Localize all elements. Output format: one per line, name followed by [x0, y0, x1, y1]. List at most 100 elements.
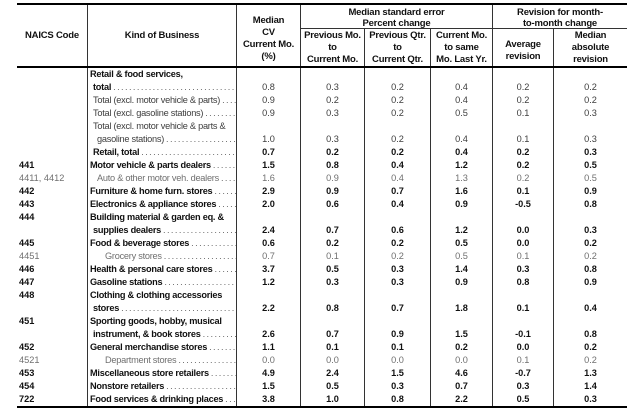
- value-cell-se-prev-mo: 0.7: [300, 315, 364, 341]
- naics-code-cell: [17, 94, 87, 107]
- value-cell-median-cv: 0.7: [236, 250, 300, 263]
- naics-code-cell: 444: [19, 212, 35, 222]
- dot-leader: ........................................…: [225, 394, 236, 404]
- value-cell-median-absolute-revision: 0.4: [553, 289, 627, 315]
- value-cell-se-prev-qtr: 0.4: [364, 198, 430, 211]
- value-cell-se-same-mo-last-yr: 1.6: [430, 185, 492, 198]
- kind-of-business-cell: Health & personal care stores ..........…: [87, 263, 236, 276]
- col-header-median-cv: Median CV Current Mo. (%): [236, 5, 300, 66]
- value-cell-average-revision: 0.8: [492, 276, 553, 289]
- value-cell-se-prev-mo: 0.0: [300, 354, 364, 367]
- value-cell-se-prev-mo: 0.1: [300, 341, 364, 354]
- value-cell-median-cv: 2.6: [236, 315, 300, 341]
- statistics-table: NAICS Code Kind of Business Median CV Cu…: [17, 3, 627, 408]
- value-cell-median-cv: 0.9: [236, 107, 300, 120]
- kind-of-business-cell: Grocery stores .........................…: [87, 250, 236, 263]
- value-cell-median-absolute-revision: 0.2: [553, 250, 627, 263]
- kind-of-business-line: Clothing & clothing accessories: [90, 290, 223, 300]
- table-row: 446 Health & personal care stores ......…: [17, 263, 627, 276]
- kind-of-business-line: Retail & food services,: [90, 69, 183, 79]
- value-cell-se-same-mo-last-yr: 0.9: [430, 198, 492, 211]
- value-cell-average-revision: 0.1: [492, 250, 553, 263]
- value-cell-se-prev-qtr: 0.4: [364, 159, 430, 172]
- value-cell-se-prev-mo: 2.4: [300, 367, 364, 380]
- naics-code-cell: 441: [19, 160, 35, 170]
- dot-leader: ........................................…: [212, 160, 236, 170]
- value-cell-se-same-mo-last-yr: 1.8: [430, 289, 492, 315]
- value-cell-average-revision: 0.1: [492, 354, 553, 367]
- table-row: Retail & food services, total ...........…: [17, 68, 627, 94]
- dot-leader: ........................................…: [214, 264, 236, 274]
- naics-code-cell: [17, 68, 87, 94]
- dot-leader: ........................................…: [178, 355, 236, 365]
- value-cell-se-same-mo-last-yr: 0.4: [430, 94, 492, 107]
- naics-code-cell: 454: [19, 381, 35, 391]
- value-cell-average-revision: 0.2: [492, 159, 553, 172]
- col-header-prev-mo-to-current-mo: Previous Mo. to Current Mo.: [300, 29, 364, 66]
- value-cell-median-absolute-revision: 0.2: [553, 341, 627, 354]
- table-row: 445 Food & beverage stores .............…: [17, 237, 627, 250]
- value-cell-median-absolute-revision: 0.2: [553, 68, 627, 94]
- value-cell-se-prev-qtr: 0.9: [364, 315, 430, 341]
- value-cell-median-absolute-revision: 0.5: [553, 159, 627, 172]
- value-cell-se-prev-qtr: 0.6: [364, 211, 430, 237]
- value-cell-median-absolute-revision: 1.3: [553, 367, 627, 380]
- value-cell-median-cv: 2.4: [236, 211, 300, 237]
- value-cell-median-absolute-revision: 0.9: [553, 276, 627, 289]
- value-cell-se-same-mo-last-yr: 1.4: [430, 263, 492, 276]
- value-cell-median-absolute-revision: 1.4: [553, 380, 627, 393]
- table-row: Retail, total ..........................…: [17, 146, 627, 159]
- col-group-revision: Revision for month- to-month change: [492, 5, 627, 29]
- kind-of-business-line: gasoline stations) .....................…: [88, 133, 236, 146]
- value-cell-se-prev-mo: 0.2: [300, 94, 364, 107]
- value-cell-se-same-mo-last-yr: 2.2: [430, 393, 492, 406]
- value-cell-se-prev-mo: 0.8: [300, 289, 364, 315]
- value-cell-average-revision: 0.1: [492, 185, 553, 198]
- value-cell-se-same-mo-last-yr: 0.4: [430, 146, 492, 159]
- value-cell-median-absolute-revision: 0.9: [553, 185, 627, 198]
- dot-leader: ........................................…: [220, 173, 236, 183]
- table-row: 454 Nonstore retailers .................…: [17, 380, 627, 393]
- naics-code-cell: 4411, 4412: [19, 173, 65, 183]
- kind-of-business-line: General merchandise stores .............…: [88, 341, 236, 354]
- value-cell-se-prev-qtr: 0.2: [364, 68, 430, 94]
- kind-of-business-line: Sporting goods, hobby, musical: [90, 316, 222, 326]
- value-cell-average-revision: 0.1: [492, 289, 553, 315]
- value-cell-average-revision: 0.0: [492, 341, 553, 354]
- kind-of-business-line: Food & beverage stores .................…: [90, 238, 236, 248]
- table-row: 453 Miscellaneous store retailers ......…: [17, 367, 627, 380]
- value-cell-median-cv: 0.7: [236, 146, 300, 159]
- value-cell-se-same-mo-last-yr: 0.9: [430, 276, 492, 289]
- value-cell-se-prev-qtr: 0.2: [364, 237, 430, 250]
- kind-of-business-line: Nonstore retailers .....................…: [88, 380, 236, 393]
- value-cell-se-same-mo-last-yr: 1.2: [430, 159, 492, 172]
- dot-leader: ........................................…: [141, 147, 236, 157]
- col-header-prev-qtr-to-current-qtr: Previous Qtr. to Current Qtr.: [364, 29, 430, 66]
- value-cell-se-prev-qtr: 0.4: [364, 172, 430, 185]
- dot-leader: ........................................…: [113, 82, 236, 92]
- table-row: 443 Electronics & appliance stores .....…: [17, 198, 627, 211]
- table-row: 441 Motor vehicle & parts dealers ......…: [17, 159, 627, 172]
- value-cell-median-cv: 2.9: [236, 185, 300, 198]
- value-cell-average-revision: 0.0: [492, 211, 553, 237]
- col-header-current-mo-to-same-mo-last-yr: Current Mo. to same Mo. Last Yr.: [430, 29, 492, 66]
- value-cell-se-prev-mo: 0.5: [300, 380, 364, 393]
- value-cell-se-same-mo-last-yr: 0.0: [430, 354, 492, 367]
- value-cell-median-cv: 2.0: [236, 198, 300, 211]
- dot-leader: ........................................…: [209, 342, 236, 352]
- value-cell-se-prev-qtr: 0.2: [364, 250, 430, 263]
- table-row: 444 Building material & garden eq. & supp…: [17, 211, 627, 237]
- value-cell-median-cv: 1.1: [236, 341, 300, 354]
- kind-of-business-line: Total (excl. gasoline stations) ........…: [88, 107, 236, 120]
- value-cell-average-revision: -0.7: [492, 367, 553, 380]
- value-cell-average-revision: -0.5: [492, 198, 553, 211]
- naics-code-cell: 453: [19, 368, 35, 378]
- kind-of-business-cell: Miscellaneous store retailers ..........…: [87, 367, 236, 380]
- value-cell-average-revision: 0.3: [492, 380, 553, 393]
- table-row: 451 Sporting goods, hobby, musical instru…: [17, 315, 627, 341]
- kind-of-business-cell: Motor vehicle & parts dealers ..........…: [87, 159, 236, 172]
- kind-of-business-line: supplies dealers .......................…: [93, 225, 236, 235]
- kind-of-business-cell: Auto & other motor veh. dealers ........…: [87, 172, 236, 185]
- value-cell-median-cv: 3.8: [236, 393, 300, 406]
- naics-code-cell: 446: [19, 264, 35, 274]
